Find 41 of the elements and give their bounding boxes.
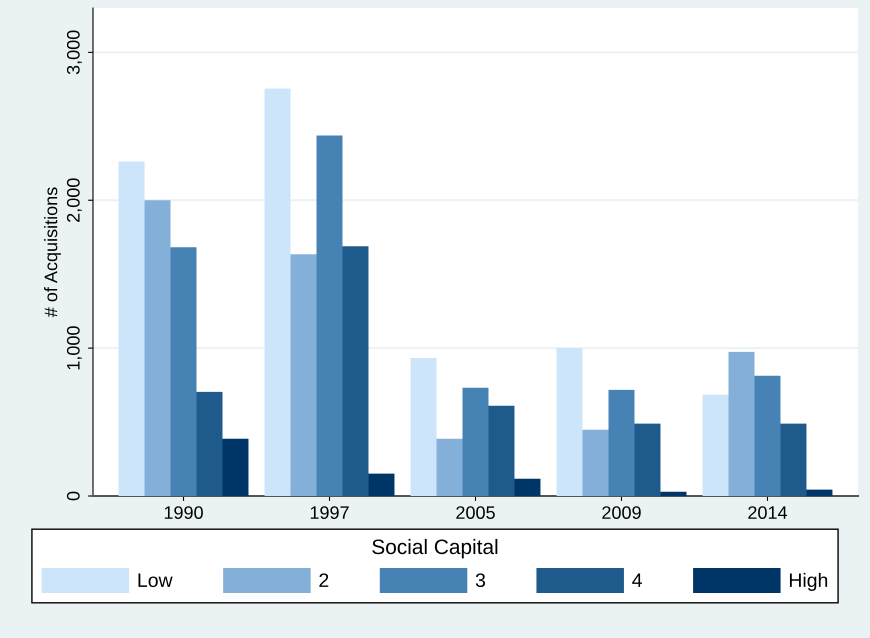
bar [608,390,634,496]
y-axis-title: # of Acquisitions [44,187,61,318]
bar [264,88,291,496]
bar [462,388,488,496]
bar [290,254,317,496]
bar [728,352,754,496]
bar [660,492,686,496]
bar [514,478,540,496]
bar [556,348,583,496]
bar [780,424,806,496]
legend-label: Low [138,574,173,588]
bar [436,438,463,496]
bar [144,200,171,496]
bar [342,246,368,496]
bar [368,474,394,496]
bar [582,430,608,496]
legend-label: 2 [319,573,328,587]
bar [196,392,222,496]
bar [488,406,514,496]
bar [410,358,437,496]
x-tick-label: 2009 [602,506,641,519]
x-tick-label: 2014 [748,506,788,519]
x-tick-label: 1990 [164,506,203,519]
legend-label: 3 [476,573,486,588]
x-tick-label: 1997 [310,506,349,519]
y-tick-label: 2,000 [66,178,82,222]
bar [702,394,729,496]
legend-label: High [790,572,828,591]
bar [222,438,248,496]
legend-label: 4 [632,574,642,587]
x-tick-label: 2005 [456,506,495,519]
legend-title: Social Capital [372,538,498,558]
y-tick-label: 1,000 [66,326,82,370]
y-tick-label: 0 [66,492,80,500]
bar [754,376,780,496]
bar [634,424,660,496]
bar [316,135,342,496]
y-tick-label: 3,000 [66,30,82,74]
bar [806,490,832,496]
bar [118,162,145,496]
bar [170,247,197,496]
